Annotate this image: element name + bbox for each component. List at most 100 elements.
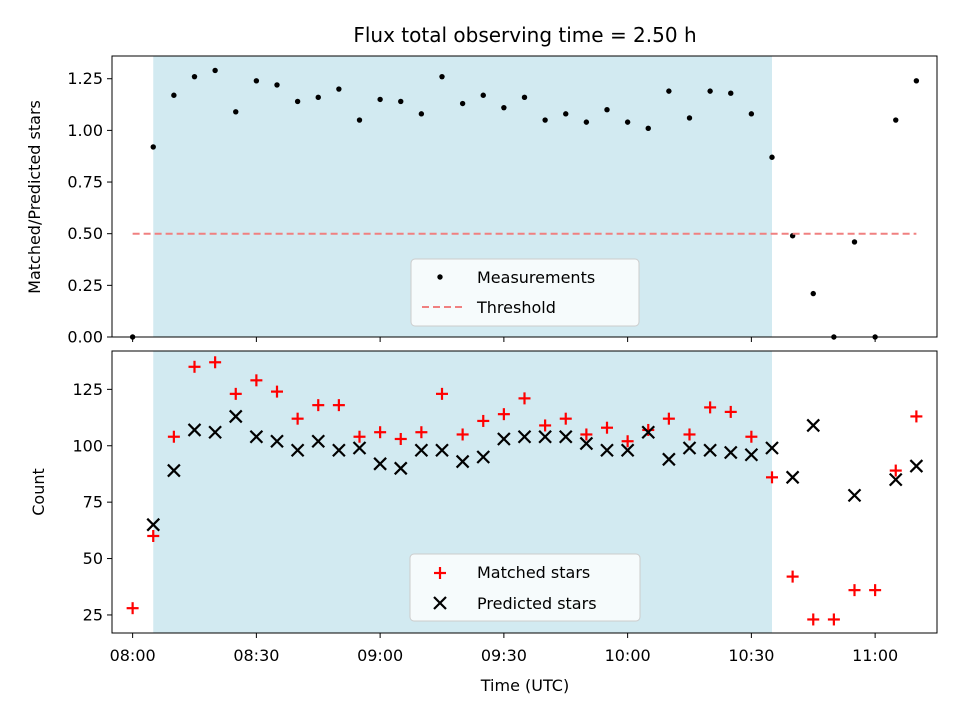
top-x-ticks [132, 337, 876, 342]
matched-star-point [271, 385, 283, 398]
predicted-star-point [765, 441, 779, 455]
predicted-star-point [270, 434, 284, 449]
y-tick-label: 100 [72, 436, 103, 455]
measurement-point [583, 119, 590, 125]
matched-star-point [312, 399, 325, 412]
predicted-star-point [517, 429, 532, 444]
bottom-legend: Matched stars Predicted stars [409, 553, 641, 622]
matched-star-point [766, 471, 778, 484]
predicted-star-point [290, 443, 305, 458]
predicted-star-point [703, 443, 717, 458]
matched-star-point [580, 428, 593, 441]
matched-star-point [353, 430, 366, 443]
predicted-star-point [641, 425, 656, 439]
top-axes-frame [111, 55, 938, 338]
bottom-legend-box [409, 553, 641, 622]
x-tick-label: 09:00 [357, 646, 403, 665]
y-tick-label: 0.50 [67, 224, 103, 243]
y-tick-label: 125 [72, 380, 103, 399]
bottom-x-axis-label: Time (UTC) [480, 676, 569, 695]
measurement-point [707, 88, 713, 94]
legend-predicted-marker [433, 596, 447, 610]
predicted-star-point [476, 450, 491, 464]
matched-star-point [126, 602, 139, 615]
measurement-point [645, 125, 651, 132]
measurement-point [480, 92, 486, 98]
predicted-star-point [888, 472, 903, 487]
matched-star-point [415, 426, 428, 439]
matched-star-point [704, 401, 717, 414]
x-tick-label: 11:00 [852, 646, 898, 665]
measurement-point [274, 82, 280, 88]
matched-star-point [642, 423, 655, 436]
matched-star-point [539, 419, 552, 432]
matched-star-point [209, 356, 222, 369]
predicted-star-point [600, 443, 614, 458]
matched-star-point [332, 399, 345, 412]
top-panel: 0.00 0.25 0.50 0.75 1.00 1.25 Matched/Predict… [25, 55, 938, 347]
measurement-point [893, 117, 899, 123]
predicted-star-point [208, 425, 222, 439]
x-tick-label: 08:30 [233, 646, 279, 665]
matched-star-point [188, 360, 201, 373]
measurement-point [563, 111, 569, 117]
predicted-star-point [785, 470, 800, 485]
predicted-star-point [909, 459, 924, 473]
measurement-point [150, 144, 156, 150]
matched-star-point [621, 435, 634, 448]
predicted-star-point [146, 517, 161, 532]
predicted-star-point [558, 429, 573, 444]
matched-star-point [683, 428, 696, 441]
measurement-point [913, 78, 920, 84]
measurement-point [356, 117, 363, 123]
measurement-point [418, 111, 425, 117]
matched-star-point [497, 408, 510, 421]
matched-star-point [456, 428, 469, 441]
measurement-point [851, 239, 858, 245]
x-tick-label: 08:00 [110, 646, 156, 665]
matched-star-point [147, 529, 160, 542]
measurement-point [377, 96, 383, 103]
predicted-star-point [806, 418, 821, 433]
y-tick-label: 0.75 [67, 173, 103, 192]
predicted-star-point [538, 429, 552, 444]
y-tick-label: 50 [83, 549, 103, 568]
y-tick-label: 75 [83, 493, 103, 512]
measurement-point [439, 73, 445, 80]
matched-star-point [601, 421, 613, 434]
predicted-star-point [311, 434, 326, 449]
predicted-star-point [373, 457, 387, 471]
measurement-point [294, 98, 301, 105]
matched-star-point [229, 387, 242, 400]
measurement-point [191, 73, 198, 80]
matched-star-point [745, 430, 758, 443]
predicted-star-point [620, 443, 635, 458]
chart-title: Flux total observing time = 2.50 h [353, 23, 696, 47]
measurement-point [748, 111, 755, 117]
predicted-star-point [662, 452, 676, 467]
top-series-layer [129, 67, 920, 340]
y-tick-label: 1.25 [67, 69, 103, 88]
measurement-point [459, 100, 466, 107]
predicted-star-point [455, 454, 470, 469]
matched-star-point [374, 426, 387, 439]
measurement-point [212, 67, 218, 74]
measurement-point [398, 98, 404, 105]
bottom-y-axis-label: Count [29, 468, 48, 516]
predicted-star-point [393, 461, 408, 476]
legend-predicted-label: Predicted stars [477, 594, 597, 613]
measurement-point [542, 117, 548, 123]
matched-star-point [910, 410, 923, 423]
matched-star-point [394, 432, 407, 445]
predicted-star-point [723, 445, 738, 460]
measurement-point [233, 109, 239, 115]
predicted-star-point [579, 436, 594, 451]
measurement-point [624, 119, 631, 125]
matched-star-point [167, 430, 180, 443]
matched-star-point [662, 412, 675, 425]
bottom-axes-frame [111, 350, 938, 634]
predicted-star-point [228, 409, 243, 424]
measurement-point [604, 107, 610, 113]
matched-star-point [724, 405, 737, 418]
predicted-star-point [332, 443, 346, 458]
